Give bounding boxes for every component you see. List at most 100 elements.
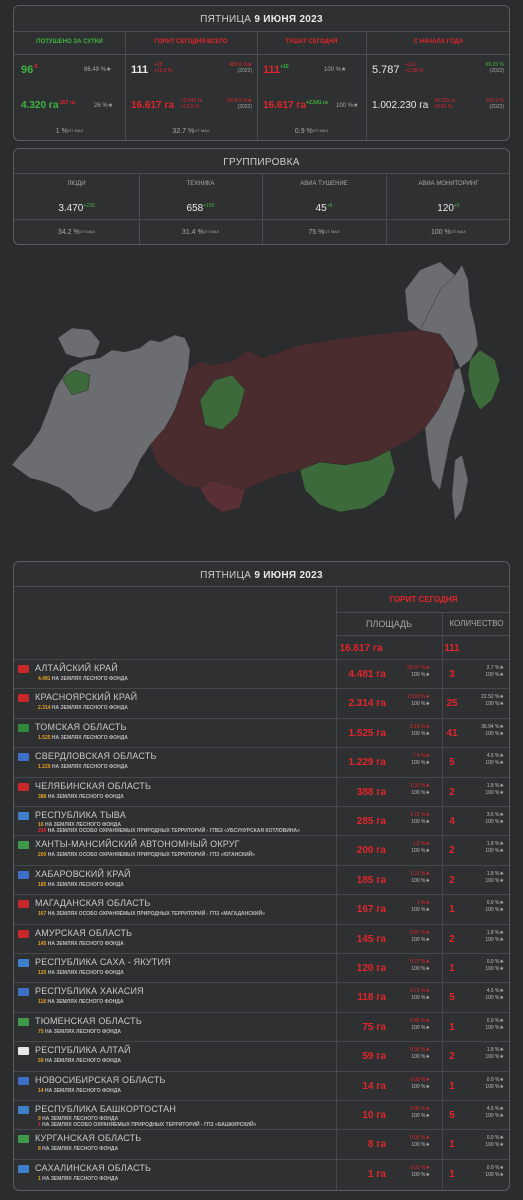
region-sub-1: 118 НА ЗЕМЛЯХ ЛЕСНОГО ФОНДА: [38, 999, 123, 1005]
group-people-max: 34.2 %ОТ MAX: [57, 229, 96, 236]
region-name: СВЕРДЛОВСКАЯ ОБЛАСТЬ: [35, 751, 157, 762]
region-row[interactable]: ТЮМЕНСКАЯ ОБЛАСТЬ 75 НА ЗЕМЛЯХ ЛЕСНОГО ФО…: [14, 1011, 511, 1041]
region-sub-1-value: 200: [38, 852, 47, 859]
region-sub-2: 1 НА ЗЕМЛЯХ ОСОБО ОХРАНЯЕМЫХ ПРИРОДНЫХ Т…: [38, 1122, 256, 1128]
region-sub-1-label: НА ЗЕМЛЯХ ЛЕСНОГО ФОНДА: [50, 705, 128, 712]
region-flag-icon: [18, 988, 29, 997]
region-row[interactable]: РЕСПУБЛИКА АЛТАЙ 59 НА ЗЕМЛЯХ ЛЕСНОГО ФОН…: [14, 1041, 511, 1071]
region-sub-1-label: НА ЗЕМЛЯХ ОСОБО ОХРАНЯЕМЫХ ПРИРОДНЫХ ТЕР…: [46, 852, 255, 859]
region-sub-1-value: 167: [38, 911, 47, 918]
region-row[interactable]: ХАНТЫ-МАНСИЙСКИЙ АВТОНОМНЫЙ ОКРУГ 200 НА …: [14, 835, 511, 865]
region-row[interactable]: РЕСПУБЛИКА САХА - ЯКУТИЯ 120 НА ЗЕМЛЯХ ЛЕ…: [14, 953, 511, 982]
region-area: 285 га: [356, 816, 386, 827]
region-count-max: 100 %★: [485, 1113, 504, 1119]
region-count: 1: [449, 1021, 455, 1033]
region-flag-icon: [18, 665, 29, 673]
region-row[interactable]: КУРГАНСКАЯ ОБЛАСТЬ 8 НА ЗЕМЛЯХ ЛЕСНОГО ФО…: [14, 1129, 511, 1159]
region-row[interactable]: САХАЛИНСКАЯ ОБЛАСТЬ 1 НА ЗЕМЛЯХ ЛЕСНОГО Ф…: [14, 1158, 511, 1188]
region-area: 10 га: [362, 1110, 386, 1121]
region-row[interactable]: РЕСПУБЛИКА БАШКОРТОСТАН 9 НА ЗЕМЛЯХ ЛЕСНО…: [14, 1100, 511, 1129]
region-area-share: 1 %★: [416, 900, 430, 907]
group-header-air-monitoring: АВИА МОНИТОРИНГ: [418, 181, 479, 187]
region-area-share: 13.93 %★: [407, 694, 430, 701]
region-name: САХАЛИНСКАЯ ОБЛАСТЬ: [35, 1162, 152, 1173]
region-count-max: 100 %★: [485, 819, 504, 825]
region-row[interactable]: РЕСПУБЛИКА ТЫВА 16 НА ЗЕМЛЯХ ЛЕСНОГО ФОНД…: [14, 806, 511, 835]
region-area-max: 100 %★: [411, 1113, 430, 1119]
region-area-max: 100 %★: [411, 1142, 430, 1149]
russia-fire-map: [11, 261, 501, 521]
region-row[interactable]: ЧЕЛЯБИНСКАЯ ОБЛАСТЬ 388 НА ЗЕМЛЯХ ЛЕСНОГО…: [14, 776, 511, 806]
region-sub-1: 14 НА ЗЕМЛЯХ ЛЕСНОГО ФОНДА: [38, 1088, 121, 1094]
region-count-share: 2.7 %★: [486, 665, 504, 671]
region-area-max: 100 %★: [411, 730, 430, 737]
region-sub-1: 388 НА ЗЕМЛЯХ ЛЕСНОГО ФОНДА: [38, 794, 124, 800]
region-count: 41: [446, 727, 458, 739]
region-sub-1-label: НА ЗЕМЛЯХ ЛЕСНОГО ФОНДА: [43, 1087, 121, 1094]
region-count: 1: [449, 1080, 455, 1092]
region-count-share: 0.9 %★: [486, 959, 504, 965]
region-flag-icon: [18, 1106, 29, 1114]
region-sub-2-label: НА ЗЕМЛЯХ ОСОБО ОХРАНЯЕМЫХ ПРИРОДНЫХ ТЕР…: [40, 1122, 257, 1128]
region-area: 8 га: [367, 1139, 386, 1151]
region-row[interactable]: НОВОСИБИРСКАЯ ОБЛАСТЬ 14 НА ЗЕМЛЯХ ЛЕСНОГ…: [14, 1070, 511, 1100]
header-fighting: ТУШАТ СЕГОДНЯ: [285, 39, 338, 45]
region-sub-1: 2.314 НА ЗЕМЛЯХ ЛЕСНОГО ФОНДА: [38, 705, 128, 711]
region-sub-1-value: 185: [38, 881, 47, 888]
region-flag-icon: [18, 870, 29, 879]
region-name: ТЮМЕНСКАЯ ОБЛАСТЬ: [35, 1015, 142, 1026]
burning-area-delta: +2.541 га +21.5 %: [181, 98, 203, 110]
year-area-pct: 142.9 % (2022): [485, 98, 504, 110]
region-area: 388 га: [356, 786, 386, 798]
region-area: 1 га: [367, 1168, 386, 1180]
region-count-max: 100 %★: [485, 672, 504, 678]
region-area-max: 100 %★: [411, 995, 430, 1002]
region-flag-icon: [18, 723, 29, 732]
region-flag-icon: [18, 1164, 29, 1173]
region-count-share: 1.8 %★: [486, 1047, 504, 1054]
extinguished-count-pct: 86.49 %★: [84, 67, 112, 73]
burning-count-delta: +15 +15.6 %: [154, 62, 173, 74]
fighting-count-pct: 100 %★: [324, 67, 347, 73]
region-area-share: 9.18 %★: [409, 723, 430, 730]
region-count-share: 1.8 %★: [486, 870, 504, 877]
region-flag-icon: [18, 1076, 29, 1085]
region-count-share: 36.94 %★: [481, 723, 504, 730]
summary-panel: ПЯТНИЦА 9 ИЮНЯ 2023 ПОТУШЕНО ЗА СУТКИ ГО…: [13, 5, 510, 141]
region-flag-icon: [18, 959, 29, 967]
region-sub-1-value: 2.314: [38, 705, 51, 712]
region-row[interactable]: ТОМСКАЯ ОБЛАСТЬ 1.525 НА ЗЕМЛЯХ ЛЕСНОГО Ф…: [14, 717, 511, 747]
fighting-max: 0.9 %ОТ MAX: [294, 128, 329, 135]
region-area-share: 0.06 %★: [409, 1106, 430, 1112]
region-area: 200 га: [356, 845, 386, 857]
extinguished-count: 96-5: [21, 64, 38, 76]
region-sub-1-label: НА ЗЕМЛЯХ ЛЕСНОГО ФОНДА: [43, 1058, 121, 1065]
region-area: 167 га: [356, 904, 386, 916]
year-count-pct: 69.25 % (2022): [485, 62, 504, 74]
region-row[interactable]: ХАБАРОВСКИЙ КРАЙ 185 НА ЗЕМЛЯХ ЛЕСНОГО ФО…: [14, 864, 511, 894]
region-count-share: 4.5 %★: [486, 988, 504, 995]
region-row[interactable]: КРАСНОЯРСКИЙ КРАЙ 2.314 НА ЗЕМЛЯХ ЛЕСНОГО…: [14, 688, 511, 718]
region-count-max: 100 %★: [485, 730, 504, 737]
map-region-far-east-grey: [424, 367, 466, 491]
region-row[interactable]: АЛТАЙСКИЙ КРАЙ 4.481 НА ЗЕМЛЯХ ЛЕСНОГО ФО…: [14, 659, 511, 688]
region-row[interactable]: МАГАДАНСКАЯ ОБЛАСТЬ 167 НА ЗЕМЛЯХ ОСОБО О…: [14, 894, 511, 924]
region-area-max: 100 %★: [411, 907, 430, 914]
region-name: АЛТАЙСКИЙ КРАЙ: [35, 663, 118, 673]
region-area: 4.481 га: [348, 669, 386, 680]
region-count-share: 4.5 %★: [486, 753, 504, 760]
region-flag-icon: [18, 1017, 29, 1026]
map-region-center-burning: [149, 329, 456, 491]
region-count-share: 0.9 %★: [486, 1017, 504, 1024]
burning-max: 32.7 %ОТ MAX: [172, 128, 210, 135]
map-region-south-burning: [199, 479, 246, 513]
region-row[interactable]: АМУРСКАЯ ОБЛАСТЬ 145 НА ЗЕМЛЯХ ЛЕСНОГО ФО…: [14, 923, 511, 953]
region-count-share: 4.5 %★: [486, 1106, 504, 1112]
map-region-west: [11, 334, 191, 513]
region-name: ЧЕЛЯБИНСКАЯ ОБЛАСТЬ: [35, 780, 152, 791]
region-count: 3: [449, 669, 455, 680]
region-row[interactable]: СВЕРДЛОВСКАЯ ОБЛАСТЬ 1.229 НА ЗЕМЛЯХ ЛЕСН…: [14, 747, 511, 777]
region-sub-1-label: НА ЗЕМЛЯХ ЛЕСНОГО ФОНДА: [40, 1175, 119, 1182]
region-count-share: 22.52 %★: [481, 694, 504, 701]
region-row[interactable]: РЕСПУБЛИКА ХАКАСИЯ 118 НА ЗЕМЛЯХ ЛЕСНОГО …: [14, 982, 511, 1012]
